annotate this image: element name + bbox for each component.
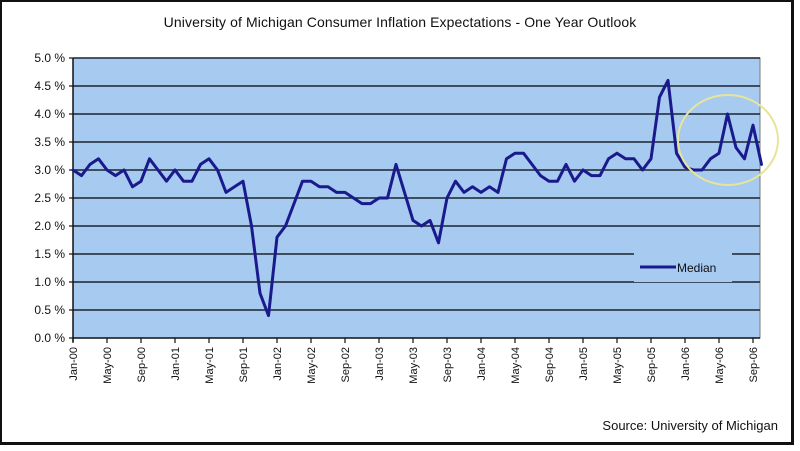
y-tick-label: 3.0 % bbox=[34, 163, 65, 177]
y-tick-label: 1.0 % bbox=[34, 275, 65, 289]
chart-title: University of Michigan Consumer Inflatio… bbox=[163, 14, 637, 30]
y-tick-label: 4.0 % bbox=[34, 107, 65, 121]
y-tick-label: 0.0 % bbox=[34, 331, 65, 345]
x-tick-label: Sep-01 bbox=[238, 347, 250, 382]
series-line-median bbox=[71, 78, 763, 318]
y-tick-label: 5.0 % bbox=[34, 51, 65, 65]
x-tick-label: Sep-02 bbox=[340, 347, 352, 382]
x-tick-label: Sep-03 bbox=[442, 347, 454, 382]
y-tick-label: 1.5 % bbox=[34, 247, 65, 261]
x-tick-label: Jan-05 bbox=[578, 347, 590, 381]
legend: Median bbox=[634, 252, 732, 282]
x-tick-label: Sep-05 bbox=[646, 347, 658, 382]
x-tick-label: Jan-00 bbox=[68, 347, 80, 381]
y-axis: 0.0 % 0.5 % 1.0 % 1.5 % 2.0 % 2.5 % 3.0 % 3.5 %… bbox=[34, 51, 74, 345]
x-tick-label: May-01 bbox=[204, 347, 216, 384]
x-tick-label: May-02 bbox=[306, 347, 318, 384]
y-tick-label: 0.5 % bbox=[34, 303, 65, 317]
x-tick-label: May-05 bbox=[612, 347, 624, 384]
legend-label: Median bbox=[677, 261, 716, 275]
x-tick-label: Jan-04 bbox=[476, 347, 488, 381]
x-tick-label: Sep-00 bbox=[136, 347, 148, 382]
x-tick-label: Jan-03 bbox=[374, 347, 386, 381]
x-tick-label: Jan-01 bbox=[170, 347, 182, 381]
x-tick-label: Sep-06 bbox=[748, 347, 760, 382]
x-tick-label: Sep-04 bbox=[544, 347, 556, 382]
data-points bbox=[72, 80, 762, 316]
x-tick-label: Jan-02 bbox=[272, 347, 284, 381]
x-tick-label: Jan-06 bbox=[680, 347, 692, 381]
x-axis: Jan-00 May-00 Sep-00 Jan-01 May-01 Sep-01 Jan-… bbox=[68, 337, 760, 384]
source-note: Source: University of Michigan bbox=[602, 418, 778, 433]
highlight-circle bbox=[677, 94, 779, 186]
y-tick-label: 4.5 % bbox=[34, 79, 65, 93]
y-tick-label: 2.0 % bbox=[34, 219, 65, 233]
x-tick-label: May-06 bbox=[714, 347, 726, 384]
x-tick-label: May-04 bbox=[510, 347, 522, 384]
y-tick-label: 3.5 % bbox=[34, 135, 65, 149]
y-tick-label: 2.5 % bbox=[34, 191, 65, 205]
x-tick-label: May-00 bbox=[102, 347, 114, 384]
x-tick-label: May-03 bbox=[408, 347, 420, 384]
